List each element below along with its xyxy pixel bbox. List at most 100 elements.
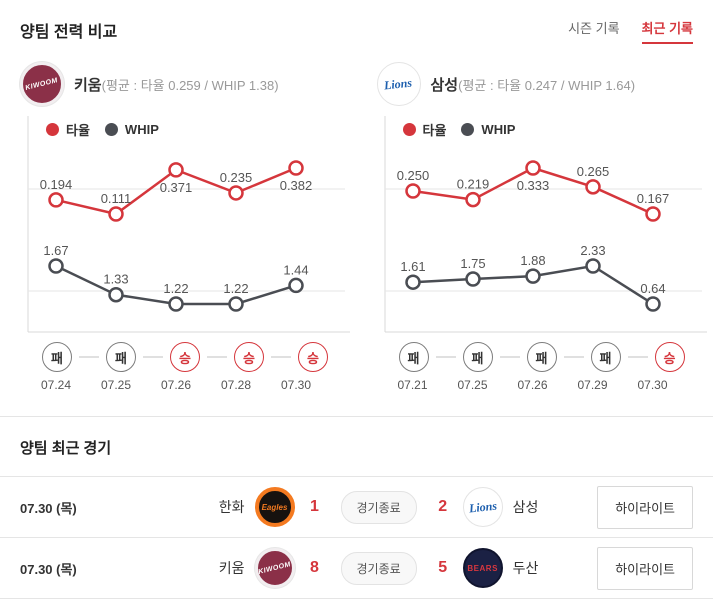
whip-legend-label: WHIP <box>481 122 516 137</box>
home-score: 2 <box>438 498 448 515</box>
data-point-label: 0.382 <box>280 178 313 193</box>
section-divider <box>0 476 713 477</box>
badge-connector <box>271 356 291 358</box>
data-point-label: 1.61 <box>400 259 425 274</box>
badge-connector <box>207 356 227 358</box>
date-label: 07.25 <box>100 378 132 392</box>
result-badge: 승 <box>234 342 264 372</box>
samsung-team-name: 삼성 <box>430 76 459 94</box>
kiwoom-team-name: 키움 <box>74 76 102 94</box>
game-status-badge: 경기종료 <box>340 551 417 585</box>
data-point-label: 0.250 <box>396 168 429 183</box>
samsung-logo-text: Lions <box>383 75 414 92</box>
chart-line-svg: 0.250 0.219 0.333 0.265 0.167 1.61 1.75 1.88 2.3… <box>384 116 707 333</box>
kiwoom-team-summary: (평균 : 타율 0.259 / WHIP 1.38) <box>101 77 279 93</box>
chart-line-svg: 0.194 0.111 0.371 0.235 0.382 1.67 1.33 1.22 1.2… <box>27 116 350 333</box>
home-team-name: 두산 <box>512 560 539 576</box>
data-point <box>464 271 481 287</box>
samsung-column: Lions 삼성(평균 : 타율 0.247 / WHIP 1.64) 타율 W… <box>357 50 713 392</box>
data-point-label: 1.22 <box>163 281 188 296</box>
result-badge: 패 <box>590 342 621 372</box>
data-point <box>464 191 481 208</box>
kiwoom-logo-text: KIWOOM <box>24 76 60 92</box>
date-label: 07.30 <box>280 378 312 392</box>
data-point-label: 0.111 <box>101 191 132 206</box>
samsung-lions-logo: Lions <box>376 62 421 106</box>
date-label: 07.29 <box>577 378 608 392</box>
whip-legend-dot <box>104 123 118 136</box>
samsung-team-summary: (평균 : 타율 0.247 / WHIP 1.64) <box>458 77 636 93</box>
data-point-label: 0.235 <box>220 170 253 185</box>
kiwoom-logo: KIWOOM <box>254 548 295 588</box>
result-badge: 승 <box>170 342 200 372</box>
data-point <box>288 277 304 294</box>
game-status-badge: 경기종료 <box>340 490 417 524</box>
data-point <box>108 206 124 222</box>
highlight-button[interactable]: 하이라이트 <box>597 546 693 590</box>
kiwoom-team-header: KIWOOM 키움(평균 : 타율 0.259 / WHIP 1.38) <box>20 58 357 110</box>
hanwha-eagles-logo: Eagles <box>254 487 295 527</box>
game-row-kiwoom-doosan: 07.30 (목) 키움 KIWOOM 8 경기종료 5 BEARS 두산 하이… <box>0 538 713 599</box>
page-title: 양팀 전력 비교 <box>20 24 118 41</box>
badge-connector <box>143 356 163 358</box>
result-badge: 패 <box>106 342 136 372</box>
data-point <box>168 162 184 178</box>
kiwoom-chart-legend: 타율 WHIP <box>46 120 167 139</box>
data-point <box>48 192 64 208</box>
data-point <box>288 160 304 176</box>
data-point-label: 1.33 <box>103 272 128 287</box>
samsung-logo-text: Lions <box>467 498 498 515</box>
data-point-label: 0.167 <box>636 191 669 206</box>
samsung-team-header: Lions 삼성(평균 : 타율 0.247 / WHIP 1.64) <box>376 58 713 110</box>
result-badge: 패 <box>42 342 72 372</box>
data-point <box>228 185 244 201</box>
badge-connector <box>563 356 584 358</box>
data-point-label: 0.219 <box>456 177 489 192</box>
samsung-date-labels: 07.21 07.25 07.26 07.29 07.30 <box>377 372 707 392</box>
date-label: 07.25 <box>457 378 488 392</box>
tab-season-record[interactable]: 시즌 기록 <box>568 21 620 36</box>
data-point-label: 1.67 <box>43 243 68 258</box>
highlight-button[interactable]: 하이라이트 <box>597 485 693 529</box>
data-point-label: 0.64 <box>640 281 665 296</box>
data-point-label: 0.333 <box>516 178 549 193</box>
data-point-label: 1.44 <box>283 262 308 277</box>
batting-avg-legend-dot <box>46 123 59 136</box>
data-point <box>168 296 184 312</box>
section-divider <box>0 416 713 417</box>
tab-recent-record[interactable]: 최근 기록 <box>641 18 693 44</box>
kiwoom-chart: 타율 WHIP 0.194 0.111 0.371 0.235 0.382 1.67 1.3… <box>20 112 350 334</box>
data-point-label: 2.33 <box>580 243 605 258</box>
data-point <box>108 286 124 303</box>
home-score: 5 <box>438 559 448 576</box>
batting-avg-legend-dot <box>402 123 416 136</box>
whip-legend-dot <box>461 123 475 136</box>
data-point-label: 1.75 <box>460 256 485 271</box>
date-label: 07.26 <box>160 378 192 392</box>
game-date: 07.30 (목) <box>20 561 77 577</box>
team-compare-section: KIWOOM 키움(평균 : 타율 0.259 / WHIP 1.38) 타율 … <box>0 50 713 392</box>
result-badge: 패 <box>462 342 493 372</box>
result-badge: 패 <box>398 342 429 372</box>
samsung-chart-legend: 타율 WHIP <box>402 120 524 139</box>
result-badge: 승 <box>654 342 685 372</box>
data-point <box>524 160 541 176</box>
away-score: 8 <box>310 559 319 576</box>
away-team-name: 한화 <box>218 499 245 515</box>
badge-connector <box>627 356 648 358</box>
data-point <box>584 258 601 274</box>
data-point <box>644 296 661 312</box>
data-point <box>48 258 64 274</box>
batting-avg-legend-label: 타율 <box>422 123 447 138</box>
date-label: 07.30 <box>637 378 668 392</box>
kiwoom-date-labels: 07.24 07.25 07.26 07.28 07.30 <box>20 372 350 392</box>
data-point-label: 0.194 <box>40 177 73 192</box>
header: 양팀 전력 비교 시즌 기록 최근 기록 <box>0 0 713 50</box>
data-point <box>644 206 661 222</box>
data-point <box>404 274 421 290</box>
data-point <box>404 183 421 199</box>
samsung-chart: 타율 WHIP 0.250 0.219 0.333 0.265 0.167 1.61 1.7… <box>377 112 707 334</box>
